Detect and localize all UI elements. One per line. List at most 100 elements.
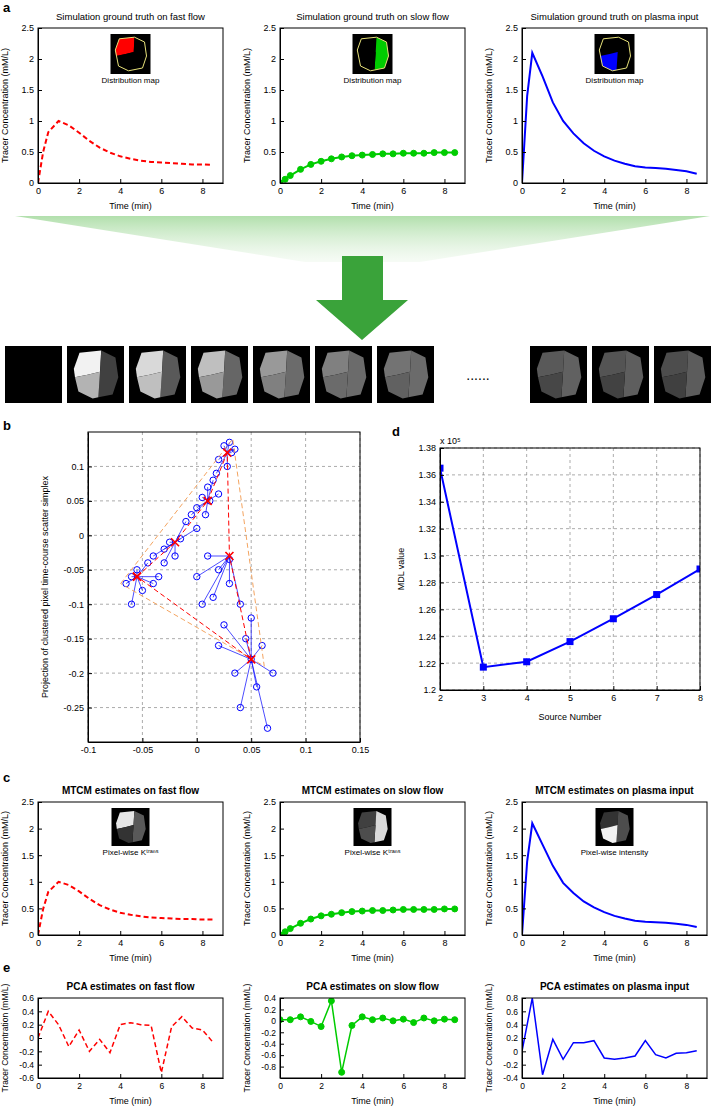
tick-mark	[38, 90, 42, 91]
tick-mark	[280, 1044, 284, 1045]
marker	[421, 1015, 427, 1021]
marker	[411, 906, 417, 912]
tick-mark	[440, 529, 444, 530]
plot-area	[38, 882, 213, 935]
tick-mark	[522, 829, 526, 830]
image-region	[408, 351, 428, 398]
marker	[411, 1020, 417, 1026]
tick-mark	[483, 686, 484, 690]
marker	[380, 151, 386, 157]
tick: 0.2	[506, 1033, 526, 1043]
tick: 1.5	[505, 85, 526, 95]
tick: 1.5	[263, 85, 284, 95]
tick-label: 0	[36, 1081, 41, 1091]
tick: 1	[271, 877, 284, 887]
tick: 4	[360, 931, 365, 948]
marker	[298, 1014, 304, 1020]
tick-label: -0.05	[63, 565, 84, 575]
series-line	[440, 468, 700, 667]
image-outline	[357, 37, 388, 71]
tick: 2.5	[263, 797, 284, 807]
tick-mark	[38, 1051, 42, 1052]
y-axis-title: Tracer Concentration (mM/L)	[0, 811, 10, 926]
marker	[213, 470, 219, 476]
tick-label: 8	[443, 1081, 448, 1091]
tick: 8	[443, 1074, 448, 1091]
grid-line	[440, 474, 700, 475]
tick-mark	[142, 738, 143, 742]
axis-line	[523, 183, 708, 184]
marker	[349, 1022, 355, 1028]
cluster-spokes	[126, 442, 273, 728]
tick: 0	[29, 930, 42, 940]
tick: 1	[29, 877, 42, 887]
tick-mark	[522, 28, 526, 29]
cluster-spoke	[197, 556, 230, 577]
tick-mark	[280, 152, 284, 153]
plot-area	[280, 998, 458, 1075]
tick: -0.2	[68, 668, 92, 678]
chart-title: PCA estimates on fast flow	[67, 981, 195, 992]
tick-label: 6	[643, 1081, 648, 1091]
tick: 6	[401, 1074, 406, 1091]
plot-frame	[88, 432, 360, 742]
marker	[349, 909, 355, 915]
tick-label: -0.6	[261, 1050, 276, 1060]
inset-label: Distribution map	[344, 76, 402, 85]
tick: 8	[201, 1074, 206, 1091]
tick: 4	[602, 179, 607, 196]
tick: 2	[561, 931, 566, 948]
marker	[150, 553, 156, 559]
tick: -0.2	[503, 1060, 526, 1070]
tick-mark	[38, 1038, 42, 1039]
tick-label: 0.1	[71, 462, 84, 472]
image-region	[36, 351, 56, 398]
plot-area	[522, 823, 697, 935]
marker	[204, 553, 210, 559]
marker	[237, 704, 243, 710]
tick-mark	[563, 931, 564, 935]
marker	[328, 156, 334, 162]
tick-label: 0.4	[264, 993, 276, 1003]
tick-label: 0	[513, 178, 518, 188]
image-region	[137, 372, 162, 399]
axis: 2345678	[438, 686, 703, 703]
tick-mark	[522, 1038, 526, 1039]
tick-label: 2	[438, 693, 443, 703]
tick-mark	[88, 708, 92, 709]
plot-frame	[280, 28, 465, 183]
y-axis-title: Tracer Concentration (mM/L)	[242, 48, 252, 163]
image	[129, 346, 186, 403]
cluster-spoke	[229, 556, 230, 584]
tick-label: -0.2	[68, 668, 84, 678]
tick-mark	[440, 636, 444, 637]
grid-line	[88, 673, 360, 674]
flow-band	[15, 216, 710, 262]
image-region	[222, 351, 242, 398]
tick: 1.28	[418, 578, 444, 588]
tick-mark	[645, 179, 646, 183]
tick: 1.22	[418, 658, 444, 668]
image-region	[284, 351, 304, 398]
tick-label: 2	[77, 1081, 82, 1091]
markers	[280, 906, 458, 935]
tick-label: 0	[278, 186, 283, 196]
tick-mark	[700, 686, 701, 690]
grid-line	[440, 636, 700, 637]
chart-title: MTCM estimates on plasma input	[535, 785, 694, 796]
image-region	[600, 372, 625, 399]
tick-label: 2.5	[21, 797, 34, 807]
marker	[390, 1018, 396, 1024]
marker	[264, 725, 270, 731]
image-background	[253, 346, 310, 403]
tick-mark	[522, 802, 526, 803]
tick: 6	[643, 1074, 648, 1091]
tick-mark	[440, 663, 444, 664]
image-region	[623, 351, 643, 398]
tick-label: 0.5	[505, 904, 518, 914]
marker	[287, 926, 293, 932]
x-axis-title: Time (min)	[109, 953, 152, 963]
axis: -0.6-0.4-0.200.20.40.6	[19, 993, 42, 1083]
marker	[139, 587, 145, 593]
tick-label: 0	[29, 930, 34, 940]
